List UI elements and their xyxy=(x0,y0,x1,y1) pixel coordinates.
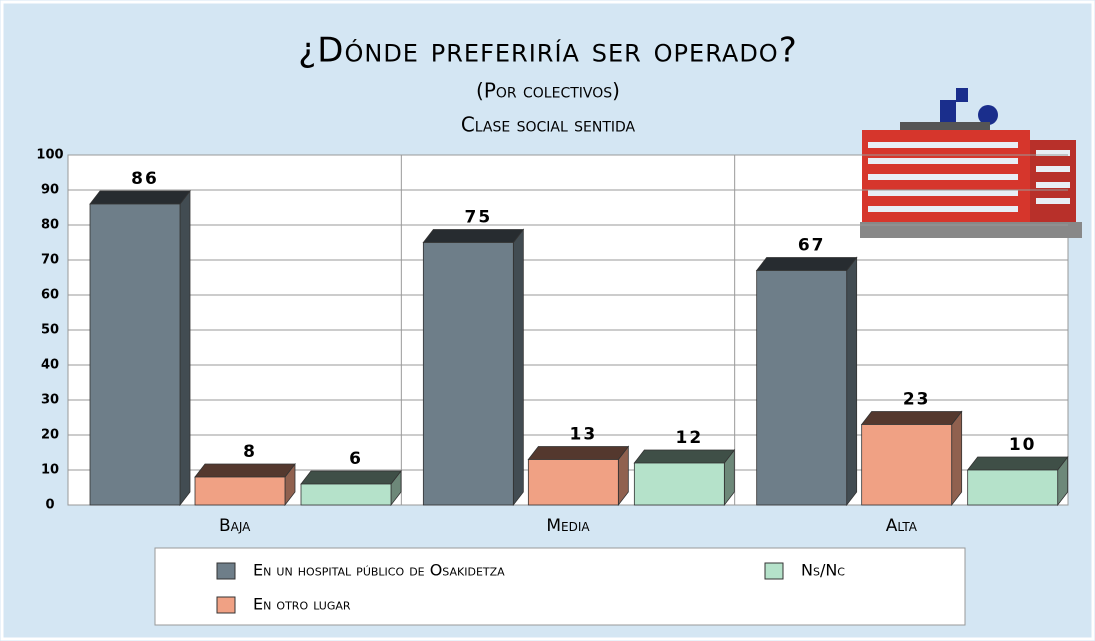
legend-box xyxy=(154,547,966,626)
bar-side xyxy=(512,228,524,507)
y-tick-label: 90 xyxy=(41,183,59,198)
value-label: 10 xyxy=(1009,435,1037,455)
bar xyxy=(422,242,514,506)
bar xyxy=(89,203,181,506)
y-tick-label: 80 xyxy=(41,218,59,233)
bar-side xyxy=(846,256,858,507)
bar-side xyxy=(951,410,963,507)
y-tick-label: 0 xyxy=(45,498,54,513)
y-tick-label: 100 xyxy=(36,148,63,163)
chart-caption: Clase social sentida xyxy=(461,113,636,137)
chart-subtitle: (Por colectivos) xyxy=(476,79,620,103)
bar xyxy=(527,459,619,506)
bar xyxy=(194,476,286,506)
value-label: 6 xyxy=(349,449,363,469)
value-label: 67 xyxy=(798,236,826,256)
legend-label: En otro lugar xyxy=(253,595,351,614)
bar-top xyxy=(89,190,191,205)
bar xyxy=(967,469,1059,506)
legend-swatch xyxy=(216,562,236,580)
bar-top xyxy=(527,446,630,460)
value-label: 75 xyxy=(464,208,492,228)
value-label: 12 xyxy=(675,428,703,448)
y-tick-label: 30 xyxy=(41,393,59,408)
y-tick-label: 70 xyxy=(41,253,59,268)
bar-top xyxy=(860,411,963,425)
value-label: 13 xyxy=(569,425,597,445)
bar-top xyxy=(633,449,736,464)
bar xyxy=(756,270,848,506)
bar-top xyxy=(966,456,1069,471)
value-label: 8 xyxy=(243,442,257,462)
value-label: 86 xyxy=(131,169,159,189)
x-tick-label: Baja xyxy=(219,516,251,536)
bar-top xyxy=(422,229,525,243)
y-tick-label: 50 xyxy=(41,323,59,338)
x-tick-label: Alta xyxy=(886,516,918,536)
building-illustration xyxy=(860,122,1082,238)
legend-swatch xyxy=(216,596,236,614)
legend-label: En un hospital público de Osakidetza xyxy=(253,561,505,580)
y-tick-label: 60 xyxy=(41,288,59,303)
legend-label: Ns/Nc xyxy=(801,561,845,580)
legend-swatch xyxy=(764,562,784,580)
bar-top xyxy=(194,463,296,478)
bar xyxy=(633,462,725,506)
y-tick-label: 40 xyxy=(41,358,59,373)
bar-top xyxy=(755,257,858,271)
x-tick-label: Media xyxy=(546,516,590,536)
bar xyxy=(300,483,392,506)
value-label: 23 xyxy=(903,390,931,410)
y-tick-label: 20 xyxy=(41,428,59,443)
bar-top xyxy=(300,470,402,485)
y-tick-label: 10 xyxy=(41,463,59,478)
bar-side xyxy=(179,189,191,507)
chart-title: ¿Dónde preferiría ser operado? xyxy=(298,31,797,71)
bar xyxy=(861,424,953,506)
